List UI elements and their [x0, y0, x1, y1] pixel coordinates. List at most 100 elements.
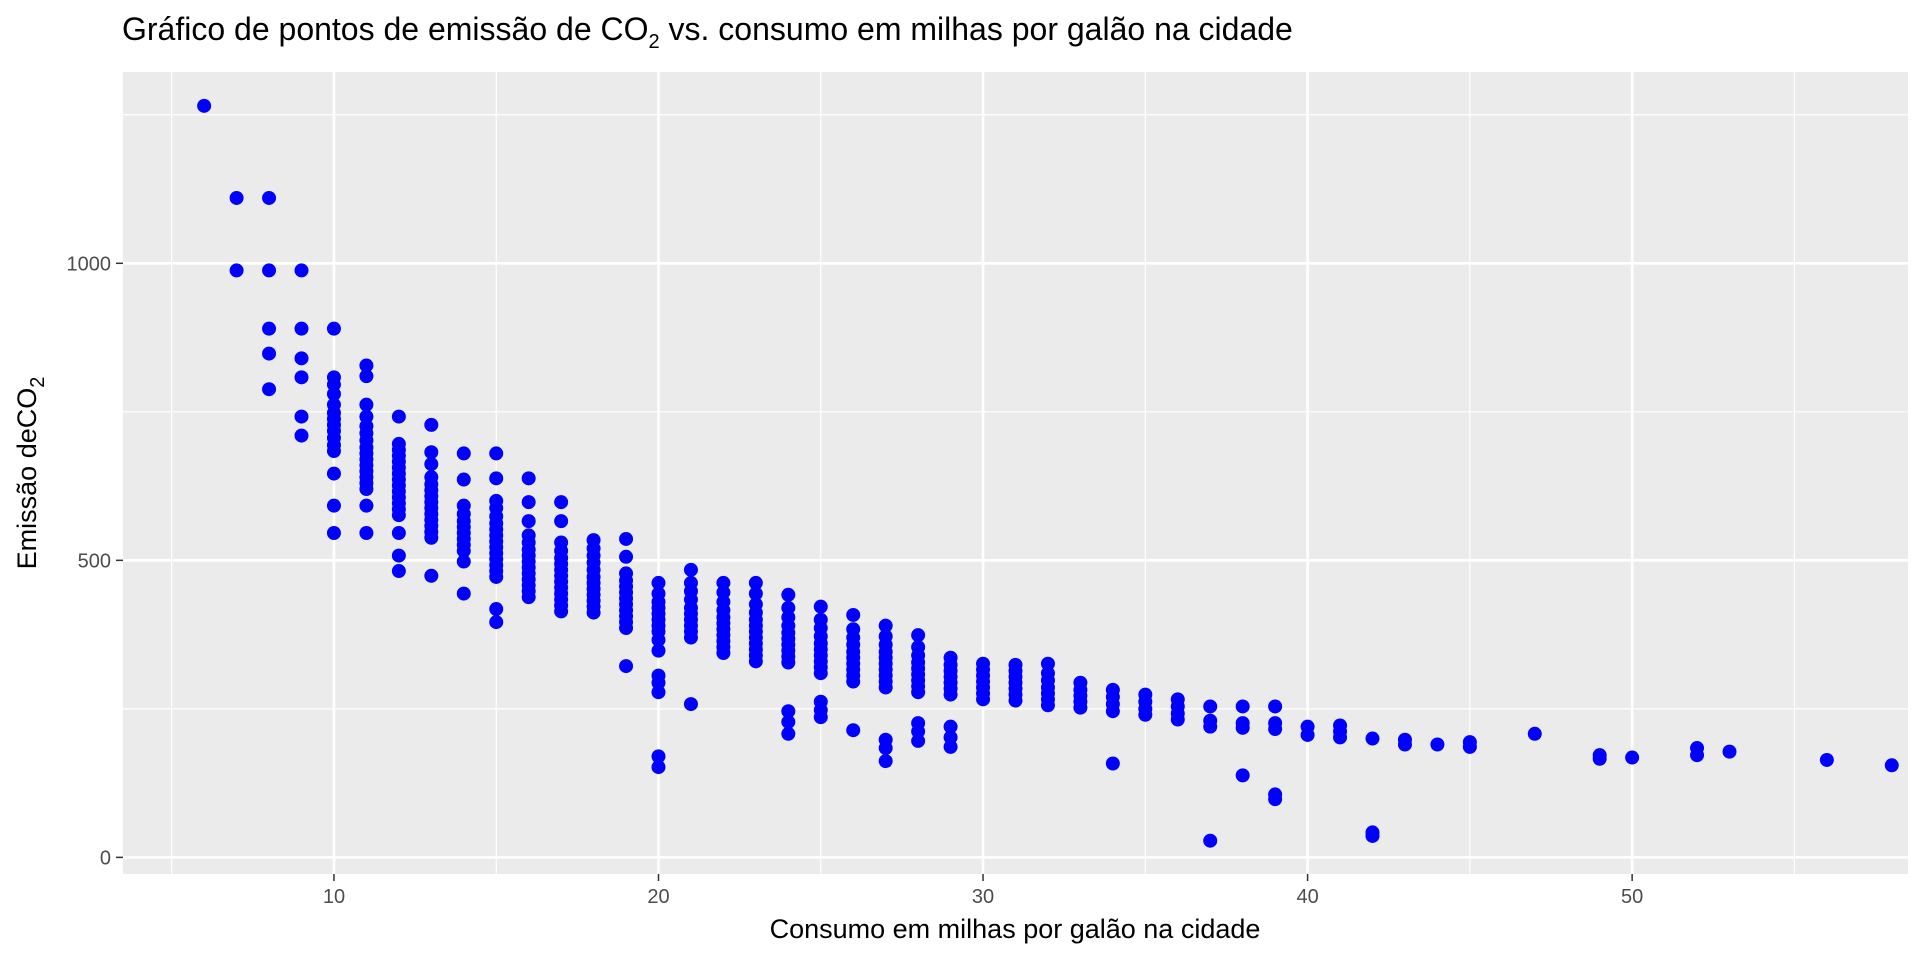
- data-point: [651, 643, 666, 658]
- data-point: [651, 760, 666, 775]
- data-point: [326, 526, 341, 541]
- data-point: [229, 263, 244, 278]
- data-point: [943, 687, 958, 702]
- data-point: [229, 190, 244, 205]
- data-point: [1462, 739, 1477, 754]
- data-point: [424, 530, 439, 545]
- x-tick-label: 50: [1621, 886, 1643, 908]
- data-point: [813, 599, 828, 614]
- data-point: [294, 351, 309, 366]
- data-point: [943, 739, 958, 754]
- data-point: [1333, 730, 1348, 745]
- data-point: [651, 749, 666, 764]
- plot-panel: [123, 72, 1908, 874]
- data-point: [391, 508, 406, 523]
- data-point: [326, 444, 341, 459]
- data-point: [359, 526, 374, 541]
- data-point: [1203, 719, 1218, 734]
- y-axis-title-subscript: 2: [27, 377, 49, 388]
- data-point: [294, 409, 309, 424]
- data-point: [521, 590, 536, 605]
- data-point: [1884, 758, 1899, 773]
- data-point: [878, 680, 893, 695]
- data-point: [294, 263, 309, 278]
- data-point: [619, 549, 634, 564]
- data-point: [878, 741, 893, 756]
- data-point: [748, 654, 763, 669]
- data-point: [1105, 756, 1120, 771]
- data-point: [521, 495, 536, 510]
- x-tick-label: 30: [972, 886, 994, 908]
- chart-title-prefix: Gráfico de pontos de emissão de CO: [122, 11, 649, 47]
- data-point: [359, 498, 374, 513]
- y-tick-label: 500: [78, 550, 111, 572]
- data-point: [748, 575, 763, 590]
- data-point: [521, 471, 536, 486]
- data-point: [359, 397, 374, 412]
- data-point: [943, 719, 958, 734]
- data-point: [262, 321, 277, 336]
- data-point: [489, 615, 504, 630]
- data-point: [554, 604, 569, 619]
- x-tick-label: 40: [1296, 886, 1318, 908]
- data-point: [651, 632, 666, 647]
- data-point: [359, 482, 374, 497]
- data-point: [294, 428, 309, 443]
- data-point: [521, 514, 536, 529]
- data-point: [911, 628, 926, 643]
- data-point: [359, 369, 374, 384]
- data-point: [1625, 750, 1640, 765]
- y-axis-title: Emissão deCO2: [12, 377, 49, 570]
- data-point: [1235, 720, 1250, 735]
- data-point: [619, 531, 634, 546]
- data-point: [846, 674, 861, 689]
- data-point: [1819, 752, 1834, 767]
- data-point: [1268, 699, 1283, 714]
- data-point: [781, 726, 796, 741]
- data-point: [1073, 700, 1088, 715]
- data-point: [294, 370, 309, 385]
- data-point: [1203, 699, 1218, 714]
- data-point: [489, 569, 504, 584]
- x-axis-title: Consumo em milhas por galão na cidade: [770, 914, 1261, 944]
- chart-title-suffix: vs. consumo em milhas por galão na cidad…: [660, 11, 1293, 47]
- data-point: [456, 554, 471, 569]
- data-point: [586, 605, 601, 620]
- data-point: [1690, 748, 1705, 763]
- data-point: [1170, 712, 1185, 727]
- data-point: [781, 655, 796, 670]
- data-point: [619, 659, 634, 674]
- data-point: [359, 358, 374, 373]
- data-point: [326, 498, 341, 513]
- y-axis-title-prefix: Emissão deCO: [12, 388, 42, 570]
- x-tick-label: 10: [323, 886, 345, 908]
- data-point: [489, 471, 504, 486]
- data-point: [424, 445, 439, 460]
- y-tick-label: 1000: [67, 253, 112, 275]
- data-point: [456, 446, 471, 461]
- chart-title: Gráfico de pontos de emissão de CO2 vs. …: [122, 11, 1293, 53]
- y-tick-label: 0: [100, 847, 111, 869]
- data-point: [197, 98, 212, 113]
- data-point: [683, 562, 698, 577]
- data-point: [1268, 722, 1283, 737]
- data-point: [456, 543, 471, 558]
- data-point: [1365, 731, 1380, 746]
- data-point: [1203, 833, 1218, 848]
- data-point: [554, 514, 569, 529]
- data-point: [554, 495, 569, 510]
- data-point: [1138, 707, 1153, 722]
- data-point: [683, 630, 698, 645]
- chart-title-subscript: 2: [649, 31, 660, 53]
- data-point: [489, 446, 504, 461]
- data-point: [1527, 726, 1542, 741]
- data-point: [262, 346, 277, 361]
- data-point: [489, 602, 504, 617]
- data-point: [1008, 693, 1023, 708]
- data-point: [781, 714, 796, 729]
- data-point: [781, 704, 796, 719]
- data-point: [878, 618, 893, 633]
- data-point: [1430, 737, 1445, 752]
